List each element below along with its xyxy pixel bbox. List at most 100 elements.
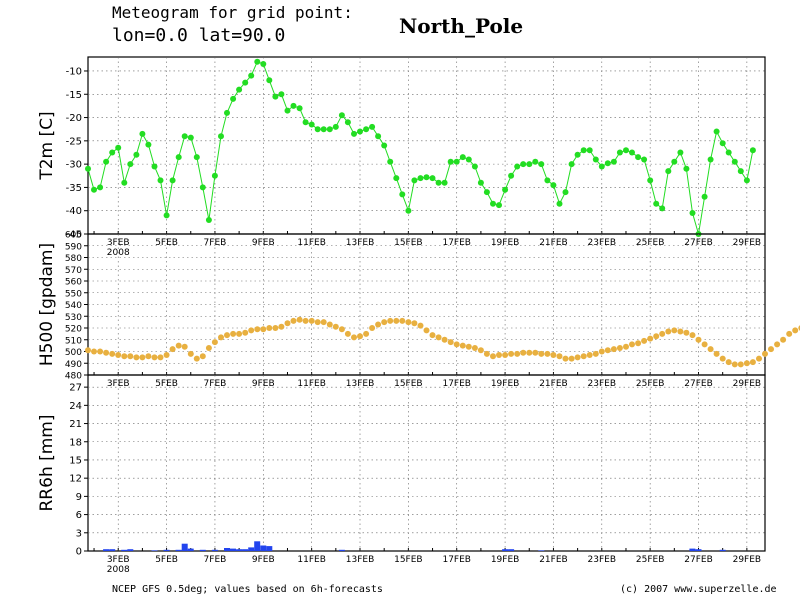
data-point	[326, 126, 333, 133]
data-point	[242, 329, 249, 336]
data-point	[749, 359, 756, 366]
data-point	[375, 321, 382, 328]
data-point	[302, 119, 309, 126]
grid-point-coordinates: lon=0.0 lat=90.0	[112, 25, 286, 46]
y-tick-label: -25	[66, 136, 82, 147]
data-point	[623, 147, 629, 154]
data-point	[562, 189, 569, 196]
data-point	[423, 327, 430, 334]
precip-bar	[248, 547, 255, 551]
data-point	[580, 353, 587, 360]
data-point	[151, 163, 158, 170]
data-point	[387, 317, 394, 324]
y-tick-label: 480	[65, 372, 82, 382]
data-point	[713, 350, 720, 357]
data-point	[526, 349, 533, 356]
data-point	[598, 163, 605, 170]
data-point	[211, 172, 218, 179]
data-point	[363, 330, 370, 337]
precip-bar	[127, 549, 134, 551]
precip-bar	[230, 548, 236, 551]
precip-bar	[121, 549, 128, 551]
data-point	[520, 349, 527, 356]
precip-bar	[338, 549, 345, 551]
data-point	[332, 123, 339, 130]
y-tick-label: 12	[69, 474, 82, 485]
x-tick-label: 21FEB	[539, 555, 568, 565]
data-point	[695, 336, 702, 343]
data-point	[526, 161, 533, 168]
x-tick-label: 23FEB	[588, 555, 617, 565]
y-tick-label: 490	[65, 360, 82, 370]
precip-bar	[689, 548, 696, 551]
data-point	[520, 161, 527, 168]
data-point	[623, 343, 629, 350]
data-point	[218, 334, 224, 341]
y-tick-label: 590	[65, 242, 82, 252]
y-tick-label: 6	[76, 510, 82, 521]
data-point	[532, 349, 539, 356]
series-line	[87, 61, 754, 235]
data-point	[393, 317, 400, 324]
data-point	[604, 160, 611, 167]
y-tick-label: 530	[65, 313, 82, 323]
data-point	[737, 168, 744, 175]
y-axis-title: RR6h [mm]	[37, 414, 57, 511]
data-point	[344, 330, 351, 337]
precip-bar	[719, 549, 726, 551]
data-point	[205, 217, 212, 223]
data-point	[272, 93, 279, 100]
data-point	[254, 58, 261, 65]
data-point	[266, 77, 273, 84]
data-point	[423, 174, 430, 181]
x-tick-label: 13FEB	[346, 555, 375, 565]
data-point	[85, 347, 91, 354]
copyright-credit: (c) 2007 www.superzelle.de	[620, 584, 777, 595]
data-point	[399, 191, 406, 198]
x-tick-label: 15FEB	[394, 555, 423, 565]
data-point	[574, 354, 581, 361]
data-point	[332, 323, 339, 330]
x-tick-label: 3FEB	[107, 555, 130, 565]
data-point	[260, 326, 267, 333]
x-tick-label: 9FEB	[252, 555, 275, 565]
data-point	[169, 177, 176, 184]
data-point	[97, 184, 104, 191]
precip-bar	[103, 549, 110, 551]
precip-bar	[695, 549, 702, 551]
data-point	[550, 352, 557, 358]
data-point	[314, 319, 321, 326]
data-point	[610, 158, 617, 165]
data-point	[556, 200, 563, 207]
data-point	[381, 142, 388, 149]
precip-bar	[211, 549, 218, 551]
precip-bar	[502, 549, 509, 551]
data-point	[586, 147, 593, 154]
data-point	[496, 202, 502, 209]
precip-bar	[236, 549, 243, 551]
data-point	[707, 346, 714, 353]
data-point	[109, 350, 116, 357]
data-point	[326, 321, 333, 328]
data-point	[780, 336, 787, 343]
data-point	[205, 345, 212, 351]
y-tick-label: 550	[65, 289, 82, 299]
data-point	[731, 158, 738, 165]
data-point	[653, 333, 660, 340]
data-point	[369, 123, 376, 130]
data-point	[743, 177, 750, 184]
data-point	[490, 200, 496, 207]
data-point	[610, 346, 617, 353]
data-point	[399, 317, 406, 324]
data-point	[429, 332, 436, 339]
data-point	[556, 353, 563, 360]
data-point	[737, 361, 744, 368]
data-point	[671, 327, 678, 334]
data-point	[762, 350, 768, 357]
data-point	[756, 355, 762, 362]
data-point	[465, 343, 472, 350]
y-tick-label: -35	[66, 183, 82, 194]
data-point	[405, 319, 412, 326]
data-point	[635, 154, 642, 161]
y-tick-label: 560	[65, 278, 82, 288]
